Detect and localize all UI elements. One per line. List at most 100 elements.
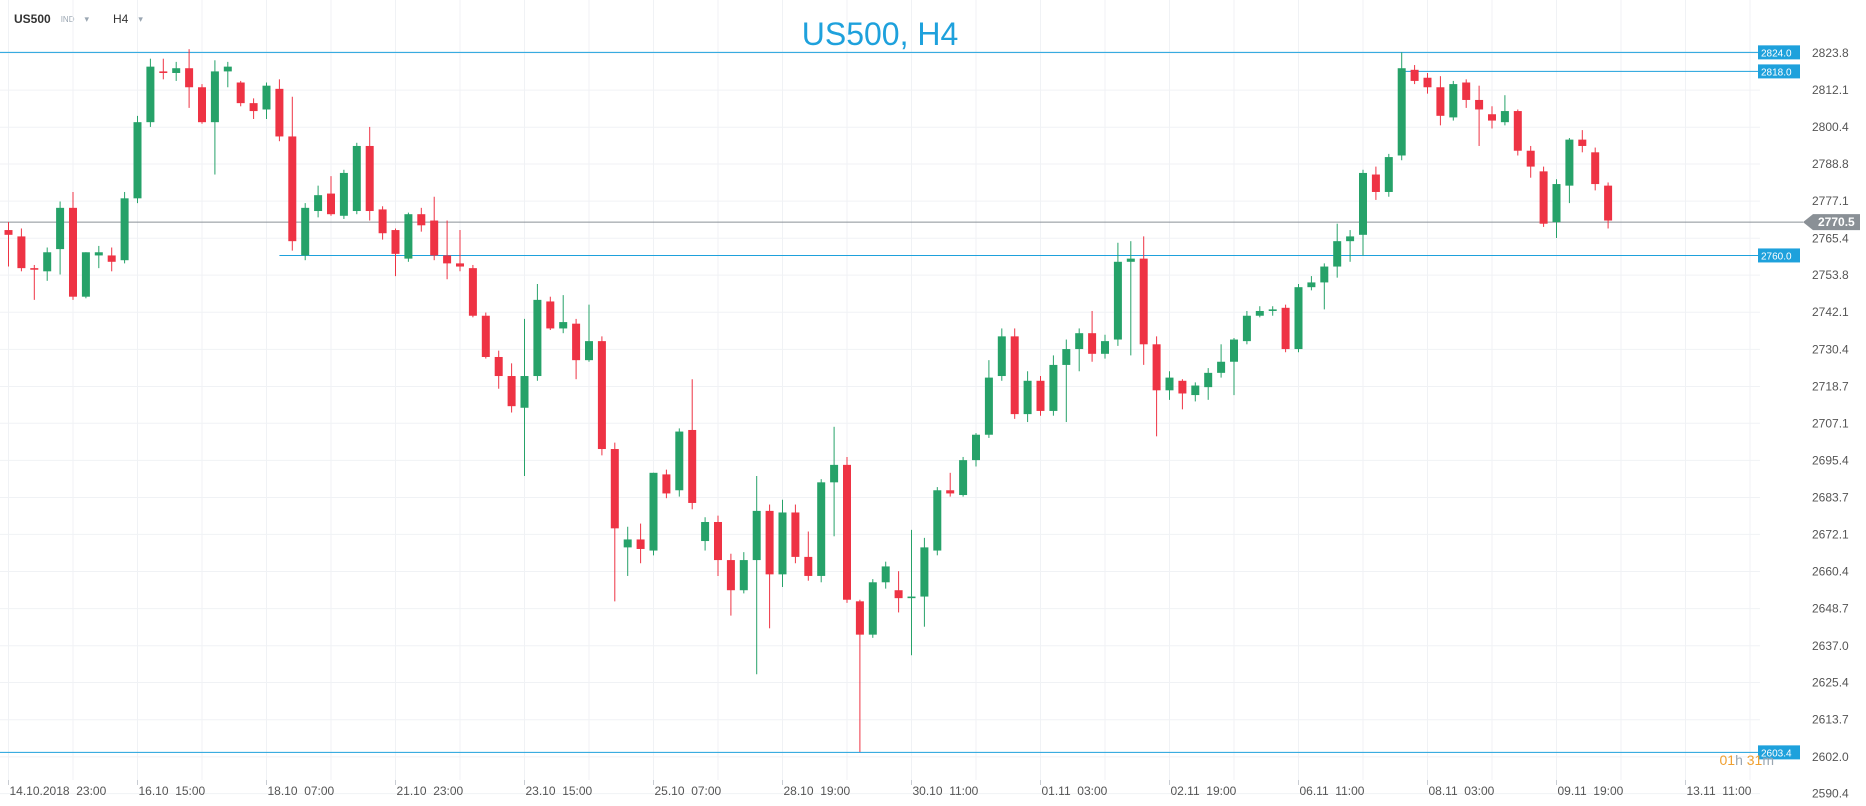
- candle-body: [69, 207, 77, 297]
- candle-body: [701, 521, 710, 542]
- y-tick-label: 2695.4: [1812, 453, 1849, 467]
- candle-body: [1101, 341, 1109, 354]
- candle-body: [907, 596, 916, 599]
- candle-body: [1346, 236, 1355, 242]
- candle-body: [1049, 364, 1058, 411]
- chart-toolbar: US500 IND ▾ H4 ▾: [0, 0, 614, 38]
- candle-body: [17, 236, 26, 269]
- candle-body: [1410, 69, 1419, 81]
- candle-body: [1217, 361, 1226, 373]
- y-tick-label: 2590.4: [1812, 787, 1849, 801]
- y-tick-label: 2765.4: [1812, 231, 1849, 245]
- candle-body: [352, 145, 361, 212]
- y-tick-label: 2730.4: [1812, 342, 1849, 356]
- candle-body: [868, 582, 877, 635]
- candle-body: [1384, 157, 1393, 192]
- candle-body: [843, 464, 851, 600]
- y-tick-label: 2683.7: [1812, 491, 1849, 505]
- y-tick-label: 2660.4: [1812, 564, 1849, 578]
- y-tick-label: 2742.1: [1812, 305, 1849, 319]
- candle-body: [1539, 171, 1548, 224]
- candle-body: [920, 547, 929, 597]
- timeframe-selector[interactable]: H4: [113, 12, 129, 26]
- candle-body: [1062, 349, 1071, 365]
- level-price-label: 2760.0: [1761, 251, 1792, 262]
- candle-body: [1423, 77, 1432, 88]
- y-tick-label: 2753.8: [1812, 268, 1849, 282]
- candle-body: [997, 336, 1006, 377]
- level-price-label: 2818.0: [1761, 67, 1792, 78]
- y-tick-label: 2613.7: [1812, 713, 1849, 727]
- candle-body: [636, 539, 645, 549]
- chevron-down-icon[interactable]: ▾: [84, 13, 90, 24]
- candle-body: [546, 301, 555, 329]
- candle-body: [1371, 174, 1380, 192]
- candle-body: [817, 482, 826, 576]
- candle-body: [1591, 152, 1600, 185]
- candle-body: [520, 376, 529, 408]
- candle-body: [1230, 339, 1238, 362]
- x-tick-label: 25.10 07:00: [655, 784, 722, 798]
- y-tick-label: 2672.1: [1812, 527, 1849, 541]
- level-price-tag: [1758, 45, 1800, 60]
- x-tick-label: 16.10 15:00: [139, 784, 206, 798]
- candle-body: [378, 209, 387, 234]
- x-tick-label: 13.11 11:00: [1687, 784, 1752, 798]
- candle-body: [43, 252, 52, 272]
- candle-body: [288, 136, 297, 242]
- countdown-hours-unit: h: [1735, 752, 1743, 768]
- candle-body: [1604, 185, 1613, 221]
- candle-body: [1010, 336, 1019, 415]
- candle-body: [855, 601, 864, 635]
- level-price-tag: [1758, 64, 1800, 79]
- candle-body: [1526, 150, 1535, 167]
- candle-body: [1513, 111, 1522, 151]
- x-tick-label: 09.11 19:00: [1558, 784, 1624, 798]
- candle-body: [1088, 333, 1097, 354]
- x-tick-label: 01.11 03:00: [1042, 784, 1108, 798]
- chevron-down-icon[interactable]: ▾: [138, 13, 143, 24]
- candle-body: [778, 512, 787, 575]
- level-price-tag: [1758, 248, 1800, 263]
- y-tick-label: 2800.4: [1812, 120, 1849, 134]
- candle-body: [1578, 139, 1587, 146]
- level-price-label: 2824.0: [1761, 48, 1792, 59]
- candle-body: [223, 66, 232, 72]
- candle-body: [559, 322, 568, 329]
- candle-body: [1333, 241, 1342, 267]
- candle-body: [236, 82, 245, 104]
- candle-body: [507, 376, 516, 407]
- candle-body: [1565, 139, 1574, 186]
- instrument-type-badge: IND: [60, 14, 75, 24]
- candle-body: [4, 230, 13, 235]
- candle-body: [56, 207, 65, 250]
- symbol-selector[interactable]: US500: [14, 12, 51, 26]
- candle-body: [417, 214, 426, 226]
- candle-body: [1397, 68, 1406, 156]
- candle-body: [675, 431, 684, 491]
- current-price-badge: [1803, 214, 1860, 231]
- x-tick-label: 28.10 19:00: [784, 784, 851, 798]
- candle-body: [752, 510, 761, 561]
- candle-body: [1500, 111, 1509, 123]
- candle-body: [198, 87, 206, 123]
- x-tick-label: 14.10.2018 23:00: [10, 784, 107, 798]
- candle-body: [1268, 309, 1277, 311]
- x-tick-label: 06.11 11:00: [1300, 784, 1365, 798]
- candle-body: [1036, 380, 1045, 411]
- candle-body: [765, 510, 774, 575]
- candle-body: [365, 145, 374, 212]
- candle-body: [81, 252, 90, 297]
- candle-body: [120, 198, 129, 261]
- candle-body: [146, 66, 155, 123]
- candle-body: [739, 560, 748, 591]
- candle-body: [933, 490, 942, 551]
- candle-body: [791, 512, 800, 557]
- candle-body: [662, 474, 671, 494]
- candle-body: [262, 85, 271, 110]
- candle-body: [1242, 315, 1251, 342]
- candle-body: [984, 377, 993, 435]
- candle-body: [481, 315, 490, 357]
- candle-body: [133, 122, 142, 199]
